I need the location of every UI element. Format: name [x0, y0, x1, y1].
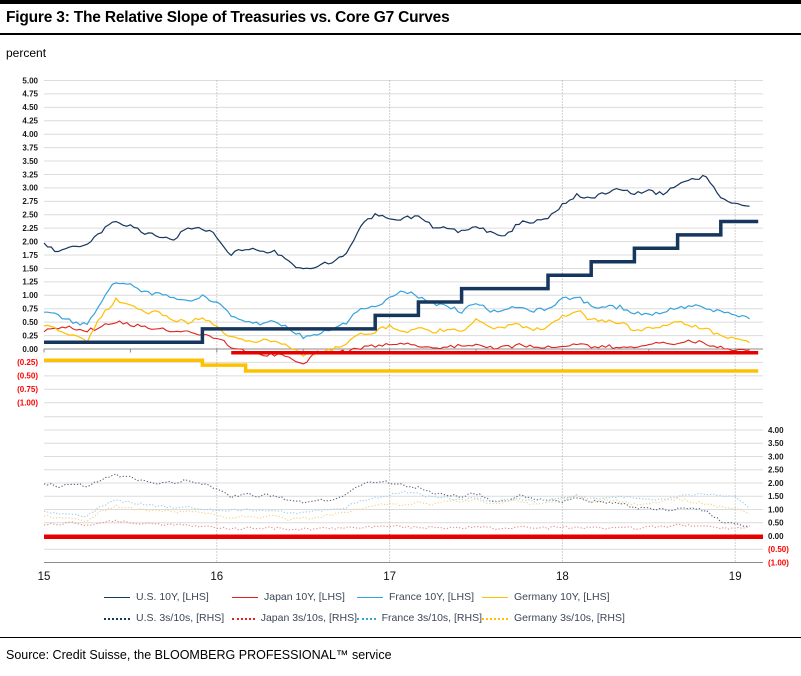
legend-item-germany-10y-lhs: Germany 10Y, [LHS]	[482, 591, 632, 603]
svg-text:16: 16	[210, 571, 223, 583]
legend-dotted-line-swatch	[232, 617, 255, 620]
svg-text:(0.50): (0.50)	[768, 545, 789, 554]
treasuries-vs-g7-chart: 5.00 4.75 4.50 4.25 4.00 3.75 3.50 3.25 3.00 2.75…	[17, 76, 789, 583]
svg-text:1.25: 1.25	[22, 278, 38, 287]
legend-solid-line-swatch	[482, 597, 508, 598]
series-germany-10y	[43, 297, 750, 357]
legend-solid-line-swatch	[104, 597, 130, 598]
svg-text:4.25: 4.25	[22, 117, 38, 126]
svg-text:0.00: 0.00	[768, 532, 784, 541]
legend-dotted-line-swatch	[482, 617, 508, 620]
y-axis-right-labels: 4.00 3.50 3.00 2.50 2.00 1.50 1.00 0.50 0.00 (0.5…	[768, 426, 789, 568]
svg-text:4.50: 4.50	[22, 103, 38, 112]
svg-text:1.50: 1.50	[22, 264, 38, 273]
svg-text:2.50: 2.50	[22, 211, 38, 220]
legend-solid-line-swatch	[357, 597, 383, 598]
top-rule-bar	[0, 0, 801, 4]
svg-text:0.50: 0.50	[22, 318, 38, 327]
legend-label: Japan 10Y, [LHS]	[264, 591, 345, 603]
svg-text:1.00: 1.00	[22, 291, 38, 300]
svg-text:4.75: 4.75	[22, 90, 38, 99]
chart-area: 5.00 4.75 4.50 4.25 4.00 3.75 3.50 3.25 3.00 2.75…	[0, 75, 801, 587]
title-underline	[0, 33, 801, 35]
gridlines	[44, 80, 763, 563]
svg-text:(0.50): (0.50)	[17, 372, 38, 381]
svg-text:5.00: 5.00	[22, 76, 38, 85]
svg-text:2.75: 2.75	[22, 197, 38, 206]
series-us-3s10s	[43, 473, 750, 527]
y-axis-left-labels: 5.00 4.75 4.50 4.25 4.00 3.75 3.50 3.25 3.00 2.75…	[17, 76, 38, 407]
svg-text:1.75: 1.75	[22, 251, 38, 260]
svg-text:4.00: 4.00	[768, 426, 784, 435]
svg-text:(1.00): (1.00)	[17, 399, 38, 408]
svg-text:(0.25): (0.25)	[17, 358, 38, 367]
svg-text:3.00: 3.00	[768, 452, 784, 461]
svg-text:1.50: 1.50	[768, 492, 784, 501]
svg-text:2.50: 2.50	[768, 466, 784, 475]
axis-unit-label: percent	[6, 46, 47, 60]
axis-lines	[43, 348, 763, 563]
legend-label: Germany 3s/10s, [RHS]	[514, 612, 625, 624]
svg-text:17: 17	[383, 571, 396, 583]
series-germany-3s10s	[43, 494, 750, 522]
legend-item-france-10y-lhs: France 10Y, [LHS]	[357, 591, 482, 603]
figure-title: Figure 3: The Relative Slope of Treasuri…	[6, 9, 450, 26]
legend-item-france-3s-10s-rhs: France 3s/10s, [RHS]	[357, 612, 482, 624]
legend-dotted-line-swatch	[357, 617, 376, 620]
svg-text:0.00: 0.00	[22, 345, 38, 354]
series-japan-3s10s	[43, 519, 750, 531]
svg-text:3.75: 3.75	[22, 143, 38, 152]
svg-text:15: 15	[38, 571, 51, 583]
svg-text:0.75: 0.75	[22, 305, 38, 314]
legend-label: France 10Y, [LHS]	[389, 591, 475, 603]
svg-text:19: 19	[729, 571, 742, 583]
legend-label: Japan 3s/10s, [RHS]	[260, 612, 357, 624]
svg-text:(0.75): (0.75)	[17, 385, 38, 394]
x-axis-labels: 15 16 17 18 19	[38, 571, 742, 583]
svg-text:2.00: 2.00	[768, 479, 784, 488]
legend-label: U.S. 3s/10s, [RHS]	[136, 612, 225, 624]
svg-text:(1.00): (1.00)	[768, 558, 789, 567]
series-france-10y	[44, 282, 750, 340]
chart-legend: U.S. 10Y, [LHS] Japan 10Y, [LHS] France 10…	[104, 591, 632, 624]
svg-text:4.00: 4.00	[22, 130, 38, 139]
svg-text:3.25: 3.25	[22, 170, 38, 179]
legend-item-u-s-3s-10s-rhs: U.S. 3s/10s, [RHS]	[104, 612, 232, 624]
legend-label: France 3s/10s, [RHS]	[381, 612, 482, 624]
series-france-3s10s	[43, 490, 750, 518]
legend-label: Germany 10Y, [LHS]	[514, 591, 610, 603]
legend-item-japan-10y-lhs: Japan 10Y, [LHS]	[232, 591, 357, 603]
svg-text:0.25: 0.25	[22, 331, 38, 340]
legend-dotted-line-swatch	[104, 617, 130, 620]
legend-item-u-s-10y-lhs: U.S. 10Y, [LHS]	[104, 591, 232, 603]
series-us-10y	[43, 174, 750, 270]
svg-text:18: 18	[556, 571, 569, 583]
series-ecb-deposit-rate-step	[44, 358, 759, 373]
svg-text:3.50: 3.50	[22, 157, 38, 166]
series-japan-10y	[43, 320, 750, 365]
legend-solid-line-swatch	[232, 597, 258, 598]
legend-item-germany-3s-10s-rhs: Germany 3s/10s, [RHS]	[482, 612, 632, 624]
source-divider	[0, 637, 801, 638]
svg-text:3.50: 3.50	[768, 439, 784, 448]
svg-text:3.00: 3.00	[22, 184, 38, 193]
source-text: Source: Credit Suisse, the BLOOMBERG PRO…	[6, 648, 392, 662]
svg-text:2.00: 2.00	[22, 237, 38, 246]
legend-item-japan-3s-10s-rhs: Japan 3s/10s, [RHS]	[232, 612, 357, 624]
series-fed-funds-rate-step	[44, 219, 759, 345]
svg-text:2.25: 2.25	[22, 224, 38, 233]
svg-text:1.00: 1.00	[768, 505, 784, 514]
svg-text:0.50: 0.50	[768, 519, 784, 528]
legend-label: U.S. 10Y, [LHS]	[136, 591, 209, 603]
